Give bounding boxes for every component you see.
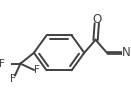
Text: F: F: [34, 65, 40, 75]
Text: F: F: [10, 74, 16, 84]
Text: N: N: [121, 46, 130, 59]
Text: O: O: [92, 13, 101, 26]
Text: F: F: [0, 59, 4, 69]
